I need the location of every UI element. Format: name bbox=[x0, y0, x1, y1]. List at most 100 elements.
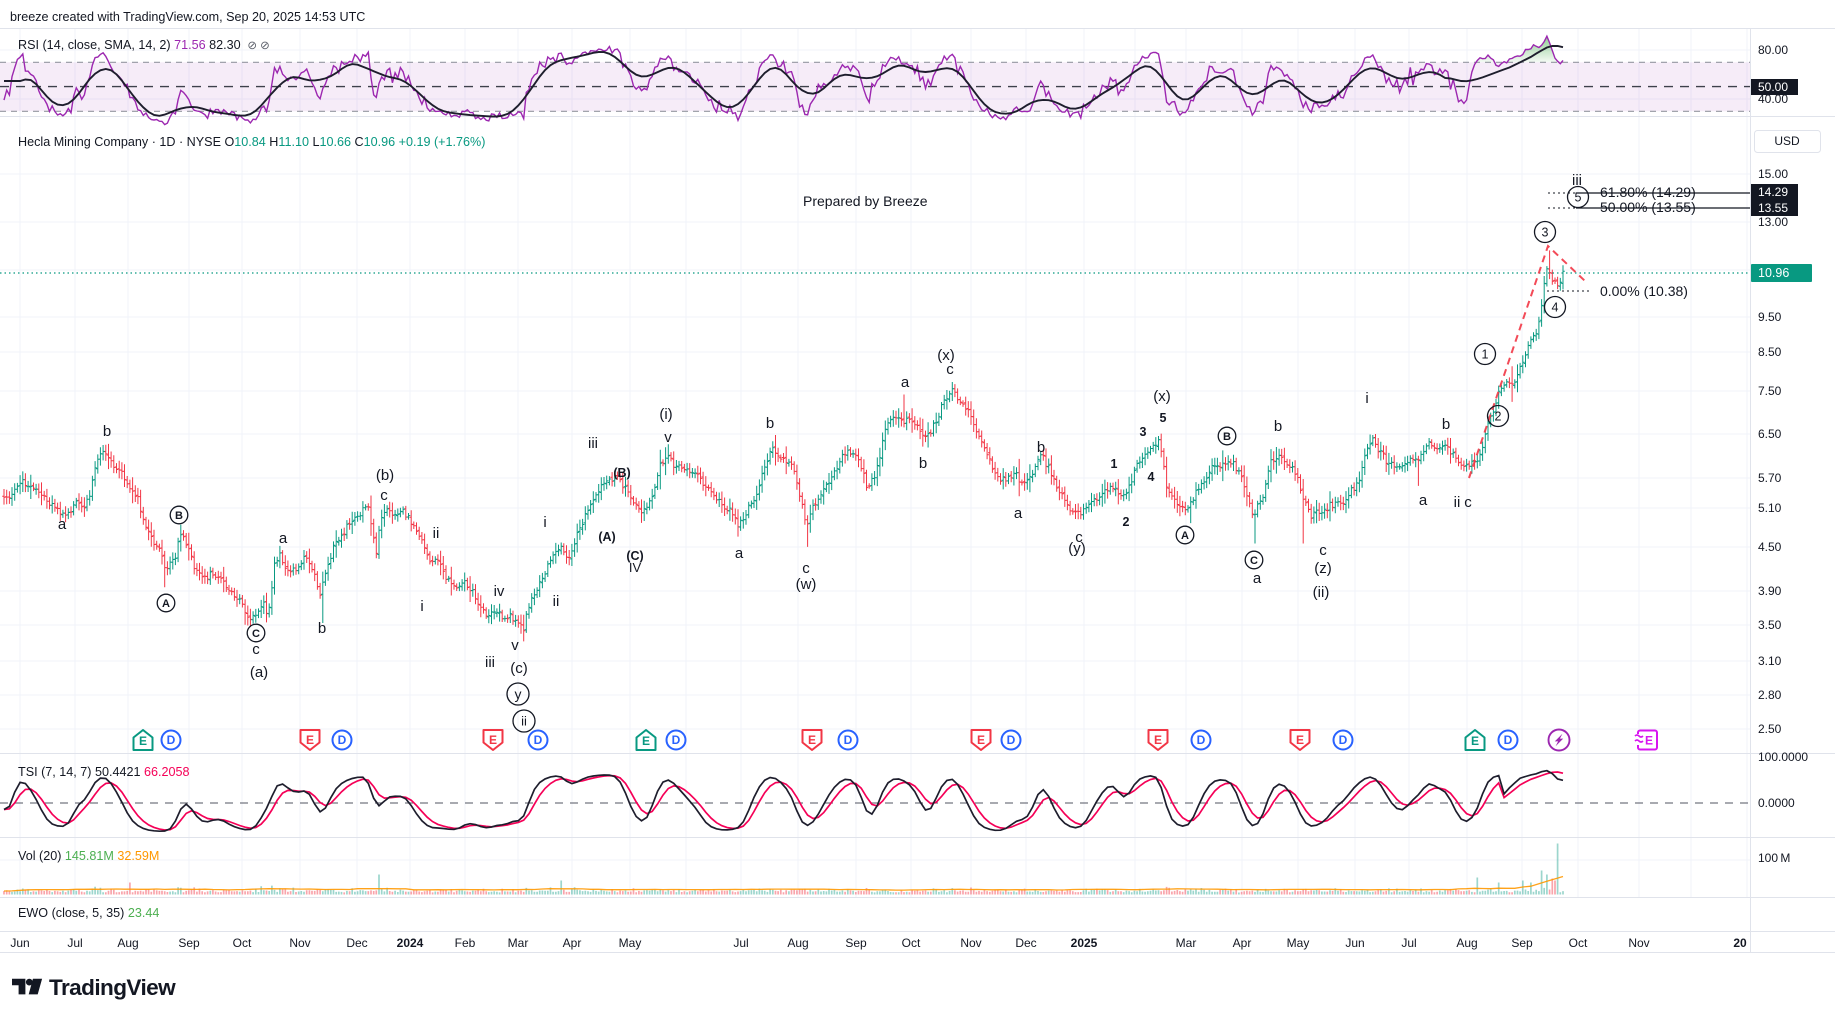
svg-text:2: 2 bbox=[1123, 515, 1130, 529]
svg-text:c: c bbox=[946, 361, 954, 378]
svg-text:3: 3 bbox=[1140, 425, 1147, 439]
svg-text:Mar: Mar bbox=[508, 936, 529, 950]
svg-text:2.80: 2.80 bbox=[1758, 688, 1782, 702]
svg-text:Feb: Feb bbox=[455, 936, 476, 950]
svg-text:3.90: 3.90 bbox=[1758, 584, 1782, 598]
svg-text:C: C bbox=[252, 628, 260, 640]
svg-text:Nov: Nov bbox=[960, 936, 981, 950]
svg-text:E: E bbox=[139, 734, 147, 748]
svg-text:Apr: Apr bbox=[1233, 936, 1252, 950]
svg-text:a: a bbox=[58, 516, 67, 533]
svg-text:iii: iii bbox=[1572, 172, 1582, 189]
svg-text:b: b bbox=[919, 455, 927, 472]
svg-text:(c): (c) bbox=[510, 660, 528, 677]
svg-text:D: D bbox=[1007, 733, 1016, 747]
svg-text:D: D bbox=[1339, 733, 1348, 747]
svg-text:Jun: Jun bbox=[1345, 936, 1364, 950]
svg-text:ii: ii bbox=[1454, 494, 1461, 511]
svg-text:a: a bbox=[1014, 505, 1023, 522]
svg-text:Jul: Jul bbox=[67, 936, 82, 950]
svg-text:(w): (w) bbox=[796, 576, 817, 593]
svg-text:Mar: Mar bbox=[1176, 936, 1197, 950]
svg-text:Aug: Aug bbox=[117, 936, 138, 950]
svg-text:Aug: Aug bbox=[787, 936, 808, 950]
svg-text:(B): (B) bbox=[613, 466, 630, 480]
svg-text:2: 2 bbox=[1495, 410, 1502, 424]
svg-text:50.00: 50.00 bbox=[1758, 80, 1788, 94]
svg-text:c: c bbox=[380, 487, 388, 504]
svg-text:(ii): (ii) bbox=[1313, 584, 1330, 601]
svg-text:b: b bbox=[103, 423, 111, 440]
svg-text:c: c bbox=[1464, 494, 1472, 511]
svg-text:61.80% (14.29): 61.80% (14.29) bbox=[1600, 184, 1696, 200]
svg-text:Prepared by Breeze: Prepared by Breeze bbox=[803, 193, 928, 209]
svg-text:Oct: Oct bbox=[233, 936, 252, 950]
svg-text:6.50: 6.50 bbox=[1758, 427, 1782, 441]
svg-text:TradingView: TradingView bbox=[49, 975, 176, 1000]
svg-text:(i): (i) bbox=[659, 406, 672, 423]
svg-text:(z): (z) bbox=[1314, 560, 1332, 577]
svg-text:EWO (close, 5, 35) 23.44: EWO (close, 5, 35) 23.44 bbox=[18, 906, 159, 920]
svg-text:ii: ii bbox=[553, 593, 560, 610]
svg-text:15.00: 15.00 bbox=[1758, 167, 1788, 181]
svg-text:USD: USD bbox=[1774, 134, 1800, 148]
svg-text:E: E bbox=[1296, 733, 1304, 747]
svg-text:B: B bbox=[175, 510, 183, 522]
svg-text:E: E bbox=[489, 733, 497, 747]
svg-text:3.50: 3.50 bbox=[1758, 618, 1782, 632]
svg-text:i: i bbox=[420, 598, 423, 615]
svg-text:13.55: 13.55 bbox=[1758, 201, 1788, 215]
svg-text:Dec: Dec bbox=[1015, 936, 1036, 950]
svg-text:E: E bbox=[977, 733, 985, 747]
svg-text:b: b bbox=[318, 620, 326, 637]
svg-text:(C): (C) bbox=[626, 549, 643, 563]
svg-text:13.00: 13.00 bbox=[1758, 215, 1788, 229]
svg-text:D: D bbox=[1197, 733, 1206, 747]
svg-text:2.50: 2.50 bbox=[1758, 722, 1782, 736]
svg-text:Jul: Jul bbox=[733, 936, 748, 950]
svg-text:Vol (20) 145.81M 32.59M: Vol (20) 145.81M 32.59M bbox=[18, 849, 159, 863]
svg-text:4.50: 4.50 bbox=[1758, 540, 1782, 554]
svg-text:Apr: Apr bbox=[563, 936, 582, 950]
svg-text:7.50: 7.50 bbox=[1758, 384, 1782, 398]
svg-text:(x): (x) bbox=[937, 347, 955, 364]
svg-text:5.70: 5.70 bbox=[1758, 471, 1782, 485]
svg-text:b: b bbox=[766, 415, 774, 432]
svg-text:E: E bbox=[808, 733, 816, 747]
svg-text:5.10: 5.10 bbox=[1758, 501, 1782, 515]
svg-text:c: c bbox=[252, 641, 260, 658]
svg-text:Aug: Aug bbox=[1456, 936, 1477, 950]
svg-text:b: b bbox=[1274, 418, 1282, 435]
svg-text:E: E bbox=[642, 734, 650, 748]
svg-text:a: a bbox=[279, 530, 288, 547]
svg-text:D: D bbox=[167, 733, 176, 747]
svg-text:1: 1 bbox=[1482, 348, 1489, 362]
svg-text:2025: 2025 bbox=[1071, 936, 1098, 950]
svg-text:b: b bbox=[1037, 439, 1045, 456]
svg-text:2024: 2024 bbox=[397, 936, 424, 950]
svg-text:IV: IV bbox=[629, 560, 642, 575]
svg-text:14.29: 14.29 bbox=[1758, 185, 1788, 199]
svg-text:Dec: Dec bbox=[346, 936, 367, 950]
svg-text:c: c bbox=[1319, 542, 1327, 559]
svg-text:100 M: 100 M bbox=[1758, 851, 1790, 865]
svg-text:(A): (A) bbox=[598, 530, 615, 544]
svg-text:Jun: Jun bbox=[10, 936, 29, 950]
svg-text:100.0000: 100.0000 bbox=[1758, 750, 1808, 764]
svg-text:RSI (14, close, SMA, 14, 2) 71: RSI (14, close, SMA, 14, 2) 71.56 82.30 … bbox=[18, 38, 270, 52]
svg-text:4: 4 bbox=[1148, 470, 1155, 484]
svg-text:v: v bbox=[511, 637, 519, 654]
svg-text:50.00% (13.55): 50.00% (13.55) bbox=[1600, 199, 1696, 215]
svg-text:a: a bbox=[1419, 492, 1428, 509]
svg-text:E: E bbox=[1645, 733, 1653, 747]
svg-text:D: D bbox=[534, 733, 543, 747]
svg-text:3: 3 bbox=[1542, 226, 1549, 240]
svg-text:(y): (y) bbox=[1068, 540, 1086, 557]
svg-text:9.50: 9.50 bbox=[1758, 310, 1782, 324]
svg-text:ii: ii bbox=[433, 525, 440, 542]
svg-text:(x): (x) bbox=[1153, 388, 1171, 405]
svg-text:40.00: 40.00 bbox=[1758, 92, 1788, 106]
svg-text:TSI (7, 14, 7) 50.4421 66.205: TSI (7, 14, 7) 50.4421 66.2058 bbox=[18, 765, 190, 779]
svg-text:8.50: 8.50 bbox=[1758, 345, 1782, 359]
svg-text:A: A bbox=[1181, 530, 1189, 542]
